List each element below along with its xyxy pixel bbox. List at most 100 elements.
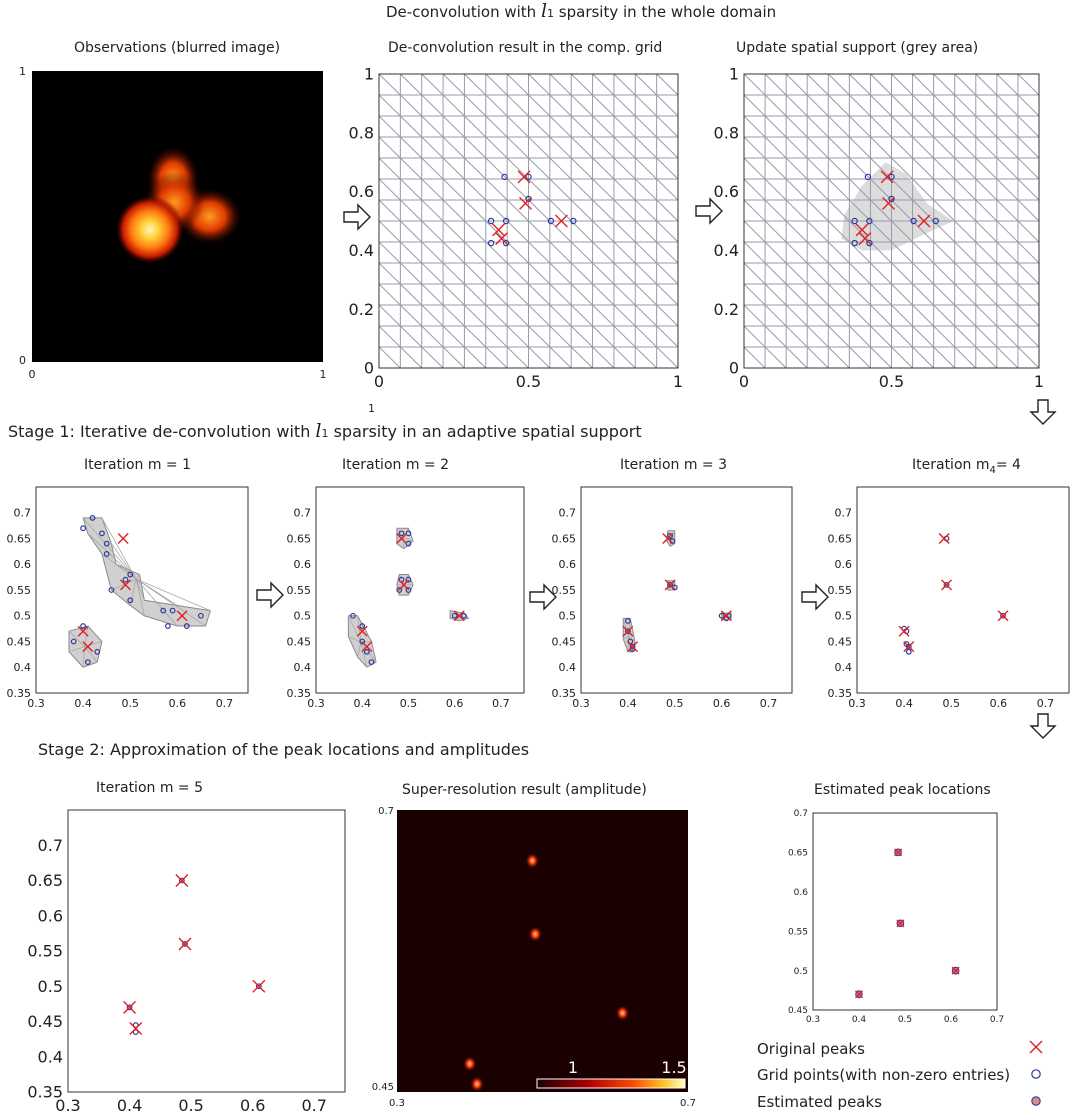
grid-diag xyxy=(506,325,529,348)
iter4-ytick-2: 0.45 xyxy=(828,635,853,648)
iter1-gridpoint-16 xyxy=(84,659,91,665)
support-diag xyxy=(849,283,871,306)
grid-diag xyxy=(634,262,657,285)
grid-orig-peak-3-b xyxy=(492,223,506,237)
iter2-orig-peak-4 xyxy=(361,641,373,653)
support-orig-peak-3 xyxy=(855,223,869,237)
iter4-gridpoint-7 xyxy=(905,648,912,655)
grid-orig-peak-1 xyxy=(519,196,533,210)
iter3-ytick-4: 0.55 xyxy=(552,584,577,597)
iter1-xtick-4: 0.7 xyxy=(216,697,234,710)
panel-title-iter2: Iteration m = 2 xyxy=(342,457,450,473)
support-frame xyxy=(743,73,1040,369)
support-diag xyxy=(975,346,998,369)
grid-diag xyxy=(464,220,487,243)
iter5-gridpoint-1 xyxy=(182,941,188,947)
support-diag xyxy=(870,241,892,264)
iter5-xtick-0: 0.3 xyxy=(55,1096,80,1115)
est-orig-peak-1 xyxy=(896,919,905,928)
grid-diag xyxy=(613,220,636,243)
support-diag xyxy=(933,157,956,180)
grid-diag xyxy=(400,136,423,159)
support-diag xyxy=(827,262,850,285)
iter5-gridpoint-0 xyxy=(178,877,185,884)
support-diag xyxy=(954,157,977,180)
grid-orig-peak-0-b xyxy=(517,170,531,184)
grid-diag xyxy=(549,157,572,180)
iter3-gridpoint-10 xyxy=(629,643,636,650)
sr-ytick-1: 0.7 xyxy=(378,806,394,817)
grid-gridpoint-6 xyxy=(502,239,510,247)
iter1-ytick-1: 0.4 xyxy=(14,661,32,674)
grid-orig-peak-2 xyxy=(554,214,568,228)
iter2-ytick-5: 0.6 xyxy=(294,558,312,571)
support-diag xyxy=(933,94,956,117)
iter1-support-mesh xyxy=(68,630,85,647)
support-diag xyxy=(975,220,998,243)
support-orig-peak-0-b xyxy=(880,170,894,184)
grid-diag xyxy=(549,178,572,201)
support-diag xyxy=(870,346,892,369)
grid-gridpoint-0 xyxy=(501,173,508,181)
grid-diag xyxy=(506,346,529,369)
panel-title-observations: Observations (blurred image) xyxy=(74,40,281,56)
support-diag xyxy=(870,199,892,222)
iter2-ytick-2: 0.45 xyxy=(287,635,312,648)
iter3-ytick-2: 0.45 xyxy=(552,635,577,648)
iter1-ytick-4: 0.55 xyxy=(7,584,32,597)
support-orig-peak-2-b xyxy=(917,214,931,228)
est-orig-peak-3 xyxy=(855,990,863,999)
grid-diag xyxy=(485,157,508,180)
support-diag xyxy=(996,199,1019,222)
iter2-gridpoint-7 xyxy=(451,612,458,619)
support-diag xyxy=(954,73,977,96)
iter2-support-mesh xyxy=(360,641,377,663)
iter2-gridpoint-12 xyxy=(363,648,370,655)
grid-diag xyxy=(656,136,679,159)
iter1-orig-peak-0 xyxy=(117,533,129,544)
support-diag xyxy=(912,346,934,369)
support-xtick-0: 0 xyxy=(739,372,749,391)
panel-title-super-resolution: Super-resolution result (amplitude) xyxy=(402,782,647,798)
support-diag xyxy=(764,73,787,96)
iter2-xtick-0: 0.3 xyxy=(307,697,325,710)
stage2-title: Stage 2: Approximation of the peak locat… xyxy=(38,740,530,759)
iter3-ytick-1: 0.4 xyxy=(559,661,577,674)
support-diag xyxy=(806,262,829,285)
grid-diag xyxy=(442,178,465,201)
iter1-orig-peak-4 xyxy=(82,641,94,653)
arrow-iter2-to-iter3 xyxy=(529,583,557,611)
iter5-ytick-4: 0.55 xyxy=(27,942,63,961)
support-diag xyxy=(806,94,829,117)
panel-title-grid: De-convolution result in the comp. grid xyxy=(388,40,663,56)
support-diag xyxy=(785,220,808,243)
grid-diag xyxy=(613,325,636,348)
grid-diag xyxy=(506,262,529,285)
iter2-gridpoint-4 xyxy=(405,576,412,583)
grid-diag xyxy=(613,283,636,306)
iter1-support-mesh xyxy=(101,553,137,580)
grid-diag xyxy=(592,94,615,117)
iter1-gridpoint-15 xyxy=(70,638,77,645)
support-diag xyxy=(912,325,934,348)
support-diag xyxy=(975,115,998,138)
iter5-xtick-1: 0.4 xyxy=(117,1096,142,1115)
support-orig-peak-1 xyxy=(882,196,896,210)
legend-original-symbol-b xyxy=(1029,1040,1043,1054)
support-diag xyxy=(743,220,766,243)
support-diag xyxy=(806,115,829,138)
grid-diag xyxy=(570,178,593,201)
grid-diag xyxy=(549,283,572,306)
support-diag xyxy=(996,304,1019,327)
grid-diag xyxy=(442,304,465,327)
support-diag xyxy=(806,220,829,243)
support-diag xyxy=(743,73,766,96)
est-orig-peak-0-b xyxy=(894,848,903,857)
iter2-gridpoint-10 xyxy=(359,623,366,629)
support-diag xyxy=(827,283,850,306)
iter5-frame xyxy=(67,809,346,1093)
grid-diag xyxy=(421,304,444,327)
grid-diag xyxy=(378,304,401,327)
grid-diag xyxy=(442,346,465,369)
iter4-ytick-7: 0.7 xyxy=(835,507,853,520)
